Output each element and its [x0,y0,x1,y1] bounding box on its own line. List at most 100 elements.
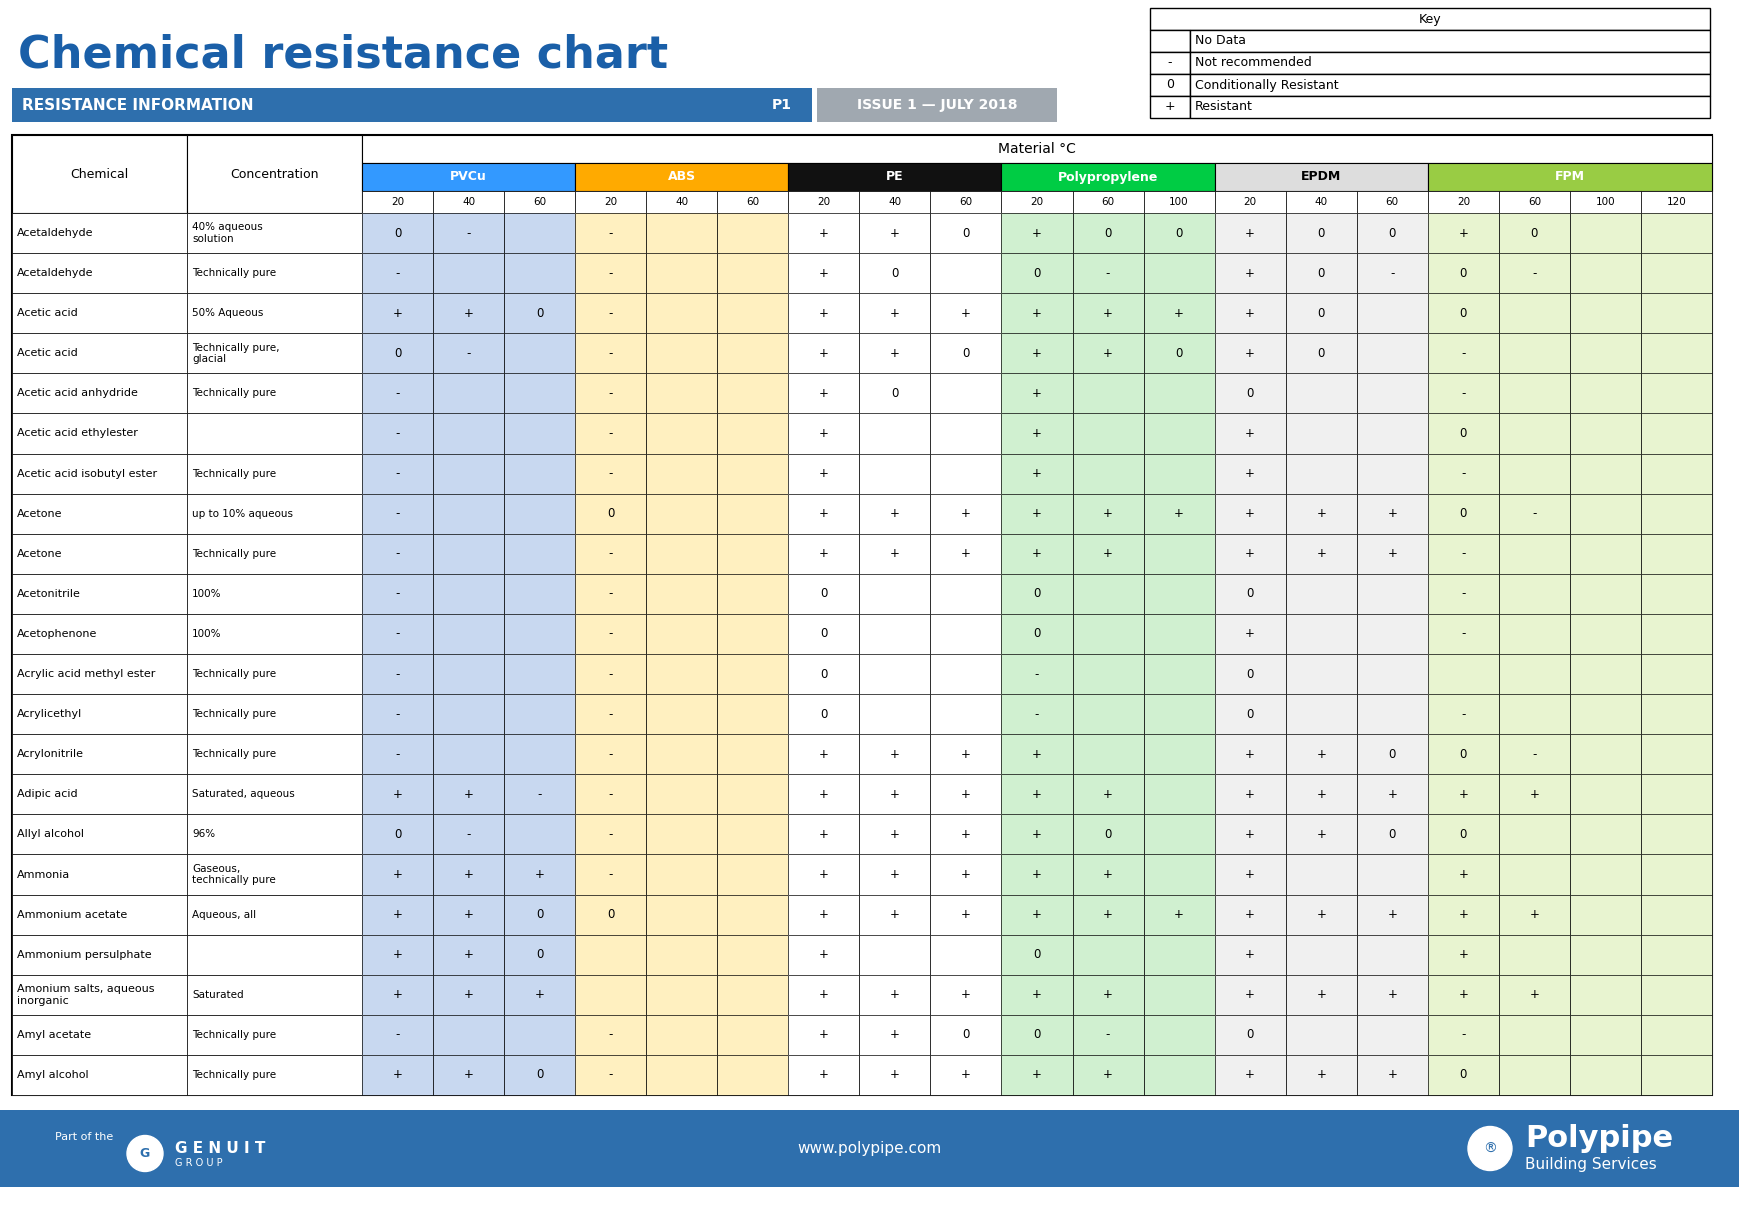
Bar [1285,894,1356,935]
Text: G: G [139,1147,150,1160]
Bar [1002,454,1214,493]
Bar [716,815,788,854]
Bar [859,854,930,894]
Text: 0: 0 [1104,227,1111,239]
Bar [647,734,716,774]
Bar [1356,413,1428,454]
Bar [1356,614,1428,654]
Bar [362,574,433,614]
Text: 0: 0 [393,227,402,239]
Bar [504,534,576,574]
Text: Technically pure: Technically pure [191,389,277,399]
Bar [1428,694,1711,734]
Bar [788,654,1002,694]
Bar [788,854,1002,894]
Bar [1356,694,1428,734]
Text: 0: 0 [1247,667,1254,681]
Bar [1214,253,1285,293]
Bar [1642,974,1711,1015]
Bar [1428,774,1711,815]
Bar [1002,454,1073,493]
Bar [12,253,188,293]
Bar [433,454,504,493]
Bar [576,574,647,614]
Bar [1073,413,1144,454]
Text: 40: 40 [889,198,901,207]
Bar [930,694,1002,734]
Bar [1570,334,1642,373]
Bar [859,253,930,293]
Bar [1214,413,1285,454]
Text: 0: 0 [1033,1028,1040,1042]
Bar [362,334,576,373]
Bar [1642,1055,1711,1094]
Bar [788,493,1002,534]
Bar [1642,815,1711,854]
Bar [1214,614,1428,654]
Bar [1356,454,1428,493]
Text: +: + [464,307,473,320]
Bar [1214,734,1428,774]
Bar [1073,614,1144,654]
Bar [1002,574,1073,614]
Bar [362,213,576,253]
Bar [817,88,1057,121]
Text: -: - [609,467,612,480]
Bar [188,774,362,815]
Bar [788,213,1002,253]
Bar [576,191,647,213]
Text: +: + [819,467,830,480]
Bar [788,1015,859,1055]
Bar [362,815,433,854]
Text: +: + [1245,988,1256,1001]
Bar [188,694,362,734]
Bar [1073,734,1144,774]
Text: Material °C: Material °C [998,142,1076,156]
Bar [362,694,576,734]
Bar [1642,574,1711,614]
Text: 20: 20 [1457,198,1469,207]
Text: +: + [1103,307,1113,320]
Text: Acetic acid: Acetic acid [17,308,78,318]
Text: -: - [609,708,612,720]
Text: 0: 0 [393,347,402,360]
Text: +: + [1459,788,1468,801]
Bar [647,974,716,1015]
Text: +: + [464,948,473,961]
Bar [12,894,188,935]
Bar [1002,413,1073,454]
Text: +: + [1388,547,1396,561]
Bar [12,974,188,1015]
Bar [1144,493,1214,534]
Bar [1428,413,1499,454]
Bar [1002,493,1073,534]
Bar [433,213,504,253]
Bar [788,413,859,454]
Bar [1002,734,1214,774]
Bar [1570,694,1642,734]
Bar [1214,894,1285,935]
Bar [433,894,504,935]
Text: +: + [1031,988,1042,1001]
Bar [1002,614,1214,654]
Bar [1428,935,1499,974]
Bar [188,373,362,413]
Bar [1002,894,1073,935]
Bar [188,654,362,694]
Bar [1499,413,1570,454]
Bar [788,574,859,614]
Bar [788,191,859,213]
Bar [647,191,716,213]
Text: +: + [1245,347,1256,360]
Bar [12,413,188,454]
Bar [1428,974,1711,1015]
Text: -: - [1461,387,1466,400]
Text: +: + [1459,227,1468,239]
Bar [1144,614,1214,654]
Bar [716,334,788,373]
Bar [716,191,788,213]
Bar [12,815,188,854]
Bar [1499,534,1570,574]
Bar [1189,74,1709,96]
Bar [504,213,576,253]
